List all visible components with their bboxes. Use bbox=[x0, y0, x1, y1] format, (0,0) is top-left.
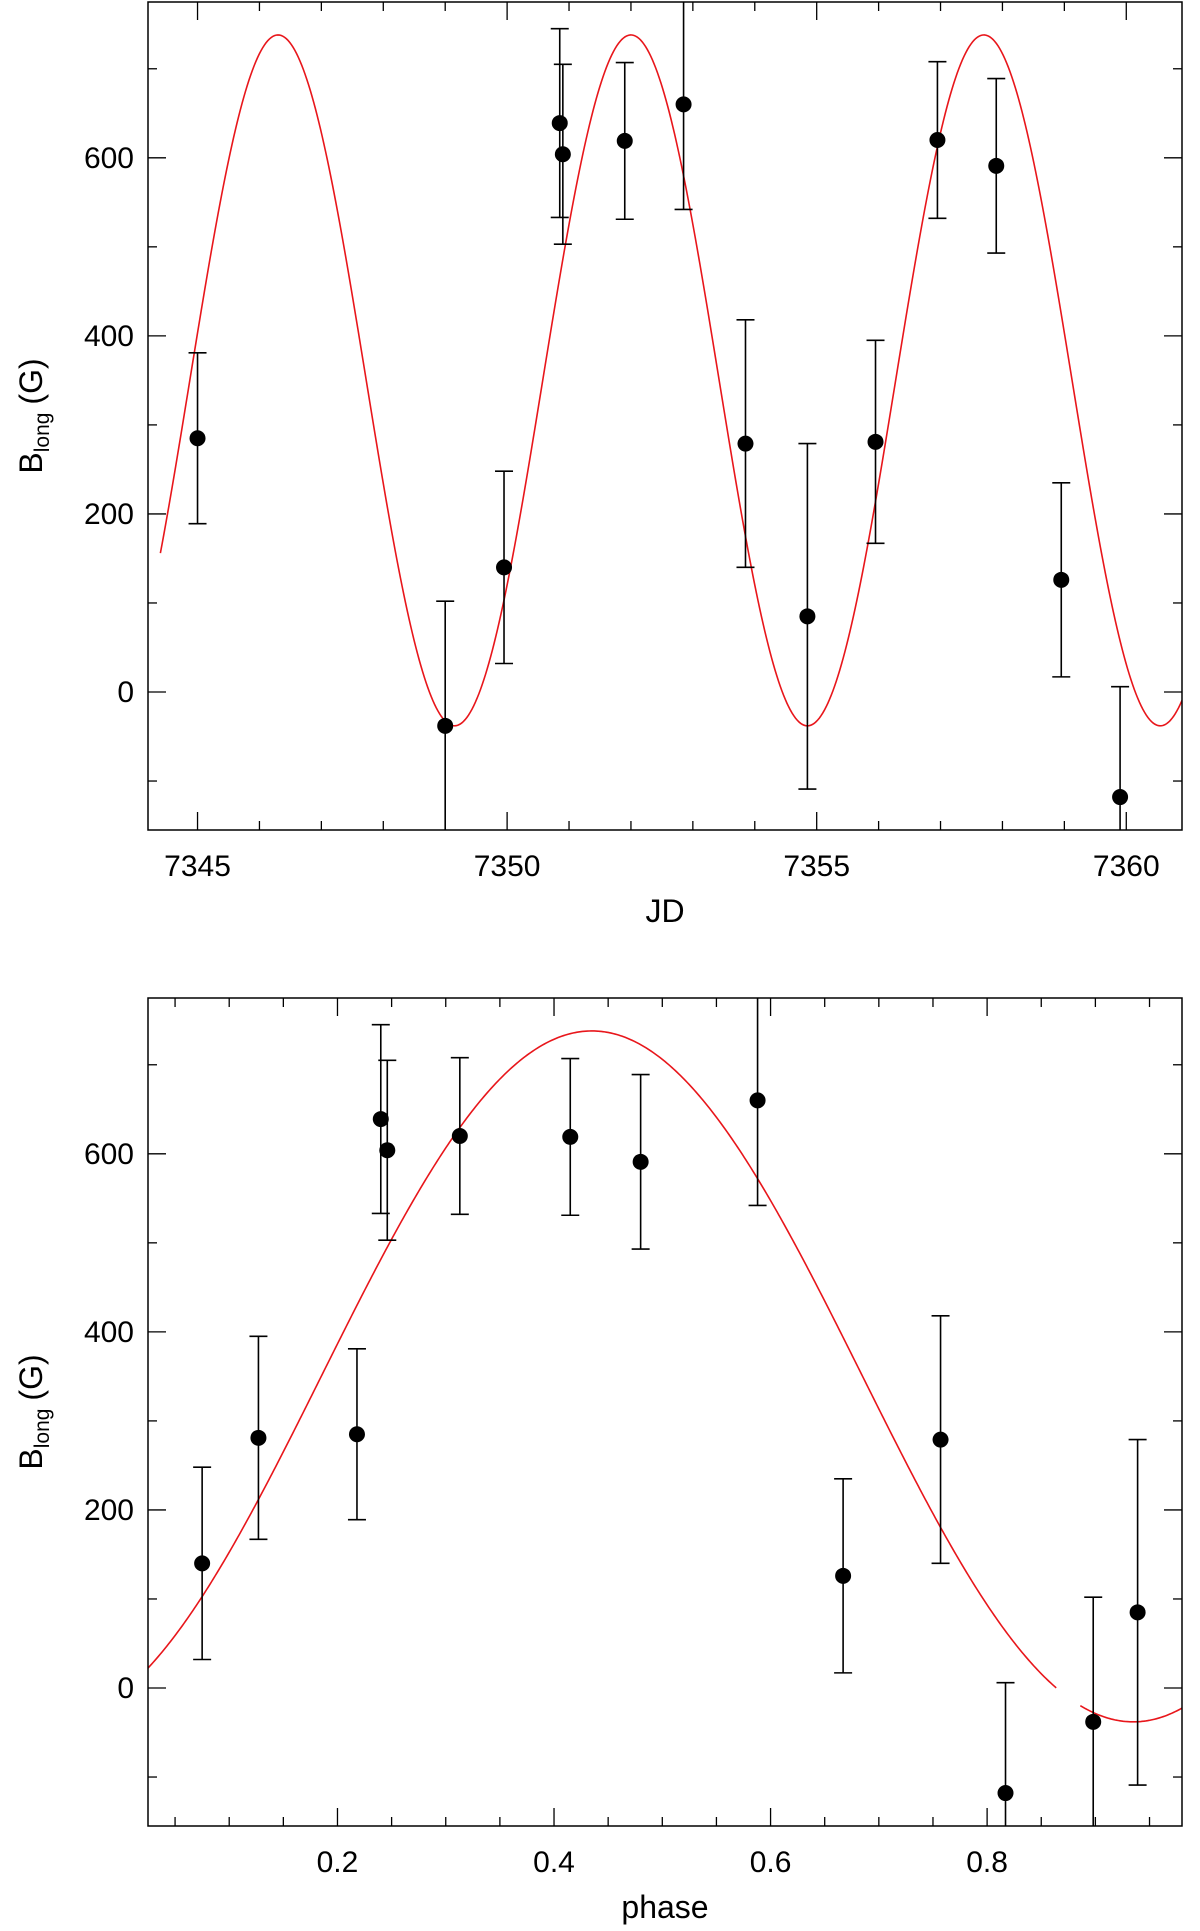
chart-jd-data-point bbox=[928, 60, 947, 220]
chart-jd-y-tick-label: 0 bbox=[117, 676, 134, 709]
chart-jd-xlabel: JD bbox=[645, 893, 684, 929]
chart-phase-marker bbox=[250, 1429, 267, 1446]
chart-jd-marker bbox=[551, 115, 568, 132]
chart-phase-y-tick-label: 600 bbox=[84, 1138, 134, 1171]
chart-jd-marker bbox=[737, 435, 754, 452]
chart-jd-ylabel-main: B bbox=[13, 452, 49, 473]
chart-jd-x-tick-label: 7350 bbox=[474, 850, 541, 883]
chart-jd-data-point bbox=[1052, 481, 1071, 678]
chart-phase-ylabel: Blong (G) bbox=[13, 1354, 54, 1469]
chart-phase-frame bbox=[147, 997, 1183, 1827]
chart-phase-fit-curve-1 bbox=[148, 1030, 1057, 1689]
chart-jd-data-point bbox=[553, 63, 572, 245]
chart-phase-marker bbox=[1129, 1604, 1146, 1621]
chart-phase-data-point bbox=[561, 1057, 580, 1217]
chart-jd-marker bbox=[554, 146, 571, 163]
chart-jd-y-tick-label: 400 bbox=[84, 320, 134, 353]
chart-jd-marker bbox=[1112, 789, 1129, 806]
chart-phase-data-point bbox=[748, 998, 767, 1207]
chart-jd-marker bbox=[929, 132, 946, 148]
chart-phase-marks bbox=[148, 998, 1182, 1826]
chart-phase-data-point bbox=[1128, 1438, 1147, 1786]
chart-jd-data-point bbox=[987, 77, 1006, 254]
chart-phase-data-point bbox=[378, 1059, 397, 1241]
chart-phase-ticks: 0.2 0.4 0.6 0.8 0 200 400 600 bbox=[84, 998, 1182, 1879]
chart-phase-data-point bbox=[931, 1315, 950, 1565]
chart-phase-marker bbox=[451, 1128, 468, 1144]
chart-jd-x-tick-label: 7360 bbox=[1093, 850, 1160, 883]
chart-phase-marker bbox=[348, 1426, 365, 1443]
chart-phase-data-point bbox=[249, 1335, 268, 1541]
chart-jd-marker bbox=[437, 717, 454, 734]
chart-phase-data-point bbox=[1084, 1596, 1103, 1826]
chart-jd-fit-curve bbox=[159, 34, 1182, 727]
chart-jd-marker bbox=[616, 132, 633, 149]
chart-jd-marker bbox=[867, 433, 884, 450]
chart-jd-marker bbox=[189, 430, 206, 447]
chart-jd-marker bbox=[1053, 571, 1070, 588]
chart-jd-data-point bbox=[736, 319, 755, 569]
chart-jd-data-point bbox=[436, 600, 455, 830]
chart-jd-y-tick-label: 200 bbox=[84, 498, 134, 531]
chart-jd-data-point bbox=[866, 339, 885, 545]
chart-phase-ylabel-unit: (G) bbox=[13, 1354, 49, 1400]
chart-jd-data-point bbox=[495, 470, 514, 665]
chart-phase-x-tick-label: 0.6 bbox=[750, 1846, 792, 1879]
chart-jd-data-point bbox=[674, 2, 693, 211]
chart-phase-fit-curve-2 bbox=[1079, 1704, 1182, 1723]
chart-phase-data-point bbox=[193, 1466, 212, 1661]
chart-phase-data-point bbox=[834, 1477, 853, 1674]
chart-jd-ticks: 7345 7350 7355 7360 0 200 400 600 bbox=[84, 2, 1182, 883]
chart-phase-x-tick-label: 0.4 bbox=[533, 1846, 575, 1879]
chart-jd: 7345 7350 7355 7360 0 200 400 600 JD Blong (G) bbox=[13, 1, 1183, 929]
chart-phase-data-point bbox=[371, 1023, 390, 1215]
chart-jd-ylabel: Blong (G) bbox=[13, 358, 54, 473]
chart-jd-marker bbox=[675, 96, 692, 113]
chart-jd-data-point bbox=[615, 61, 634, 221]
chart-jd-y-tick-label: 600 bbox=[84, 142, 134, 175]
chart-jd-data-point bbox=[1111, 685, 1130, 830]
chart-phase-y-tick-label: 400 bbox=[84, 1316, 134, 1349]
chart-jd-marks bbox=[159, 2, 1182, 830]
chart-jd-data-point bbox=[798, 442, 817, 790]
chart-phase-marker bbox=[1085, 1713, 1102, 1730]
chart-phase-marker bbox=[835, 1567, 852, 1584]
chart-phase-marker bbox=[379, 1142, 396, 1159]
chart-jd-x-tick-label: 7355 bbox=[783, 850, 850, 883]
chart-phase-ylabel-sub: long bbox=[31, 1409, 54, 1449]
chart-jd-marker bbox=[988, 157, 1005, 174]
chart-jd-marker bbox=[496, 559, 513, 576]
chart-phase-marker bbox=[194, 1555, 211, 1572]
chart-phase-x-tick-label: 0.8 bbox=[966, 1846, 1008, 1879]
chart-jd-marker bbox=[799, 608, 816, 625]
chart-phase-marker bbox=[997, 1785, 1014, 1802]
chart-phase-marker bbox=[372, 1111, 389, 1128]
chart-phase-data-point bbox=[996, 1681, 1015, 1826]
chart-phase-ylabel-main: B bbox=[13, 1448, 49, 1469]
chart-phase-x-tick-label: 0.2 bbox=[317, 1846, 359, 1879]
chart-phase-marker bbox=[749, 1092, 766, 1109]
chart-phase-xlabel: phase bbox=[621, 1889, 708, 1925]
chart-jd-data-point bbox=[550, 27, 569, 219]
chart-phase-data-point bbox=[450, 1056, 469, 1216]
chart-jd-x-tick-label: 7345 bbox=[164, 850, 231, 883]
chart-jd-data-point bbox=[188, 351, 207, 525]
chart-phase-marker bbox=[932, 1431, 949, 1448]
chart-jd-ylabel-sub: long bbox=[31, 413, 54, 453]
chart-phase-data-point bbox=[631, 1073, 650, 1250]
chart-phase-y-tick-label: 200 bbox=[84, 1494, 134, 1527]
chart-jd-frame bbox=[147, 1, 1183, 831]
chart-jd-ylabel-unit: (G) bbox=[13, 358, 49, 404]
chart-phase: 0.2 0.4 0.6 0.8 0 200 400 600 phase Blong (G) bbox=[13, 997, 1183, 1925]
chart-phase-data-point bbox=[347, 1347, 366, 1521]
chart-phase-marker bbox=[632, 1153, 649, 1170]
chart-phase-y-tick-label: 0 bbox=[117, 1672, 134, 1705]
chart-phase-marker bbox=[562, 1128, 579, 1145]
